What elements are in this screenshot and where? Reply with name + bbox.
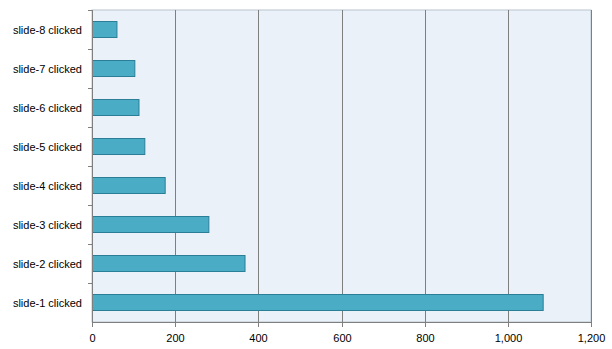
tick-label: 0	[89, 332, 95, 344]
category-tick	[88, 166, 92, 167]
category-label: slide-4 clicked	[13, 180, 82, 192]
bar	[92, 217, 209, 233]
category-tick	[88, 10, 92, 11]
grid-line	[425, 10, 426, 322]
category-label: slide-3 clicked	[13, 219, 82, 231]
grid-line	[258, 10, 259, 322]
grid-line	[508, 10, 509, 322]
tick-label: 800	[416, 332, 434, 344]
tick-label: 1,200	[578, 332, 606, 344]
category-label: slide-7 clicked	[13, 63, 82, 75]
category-tick	[88, 88, 92, 89]
bar	[92, 100, 139, 116]
tick-label: 400	[249, 332, 267, 344]
grid-line	[342, 10, 343, 322]
category-tick	[88, 49, 92, 50]
grid-line	[92, 10, 93, 322]
tick-label: 1,000	[495, 332, 523, 344]
bar	[92, 22, 117, 38]
category-label: slide-2 clicked	[13, 258, 82, 270]
grid-line	[591, 10, 592, 322]
grid-line	[175, 10, 176, 322]
category-tick	[88, 283, 92, 284]
tick-mark	[591, 322, 592, 327]
tick-label: 200	[166, 332, 184, 344]
category-label: slide-6 clicked	[13, 102, 82, 114]
axis-line	[92, 10, 93, 322]
category-tick	[88, 205, 92, 206]
chart: 0 200 400 600 800 1,000 1,200 slide-1 clicked sl…	[0, 0, 612, 349]
category-tick	[88, 244, 92, 245]
bars	[92, 22, 543, 311]
tick-label: 600	[333, 332, 351, 344]
bar	[92, 178, 165, 194]
category-label: slide-5 clicked	[13, 141, 82, 153]
category-tick	[88, 127, 92, 128]
plot-background	[92, 10, 591, 322]
bar	[92, 61, 135, 77]
bar	[92, 139, 145, 155]
chart-container: 0 200 400 600 800 1,000 1,200 slide-1 clicked sl…	[0, 0, 612, 349]
bar	[92, 295, 543, 311]
axis-line	[92, 322, 591, 323]
category-label: slide-8 clicked	[13, 24, 82, 36]
bar	[92, 256, 245, 272]
category-label: slide-1 clicked	[13, 297, 82, 309]
